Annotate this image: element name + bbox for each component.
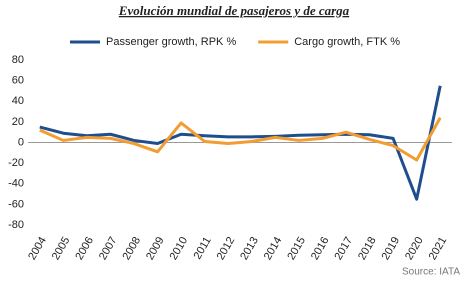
y-tick-label: -80 [8, 219, 24, 231]
x-tick-label: 2013 [238, 235, 261, 262]
x-tick-label: 2021 [427, 235, 450, 262]
x-tick-label: 2009 [144, 235, 167, 262]
y-tick-label: 20 [12, 116, 24, 128]
y-tick-label: 80 [12, 54, 24, 66]
y-tick-label: -20 [8, 157, 24, 169]
y-tick-label: 0 [18, 136, 24, 148]
x-tick-label: 2017 [332, 235, 355, 262]
x-tick-label: 2006 [73, 235, 96, 262]
x-tick-label: 2012 [215, 235, 238, 262]
x-tick-label: 2011 [192, 235, 214, 261]
x-tick-label: 2004 [26, 235, 49, 262]
x-tick-label: 2018 [356, 235, 379, 262]
y-tick-label: 60 [12, 75, 24, 87]
y-tick-label: -40 [8, 178, 24, 190]
x-tick-label: 2010 [168, 235, 191, 262]
source: Source: IATA [402, 267, 460, 278]
x-tick-label: 2007 [97, 235, 120, 262]
series-line [39, 117, 442, 162]
y-tick-label: 40 [12, 95, 24, 107]
y-tick-label: -60 [8, 198, 24, 210]
x-tick-label: 2005 [50, 235, 73, 262]
legend-label: Passenger growth, RPK % [106, 36, 236, 48]
x-tick-label: 2020 [403, 235, 426, 262]
x-tick-label: 2015 [285, 235, 308, 262]
x-tick-label: 2016 [309, 235, 332, 262]
x-tick-label: 2019 [380, 235, 403, 262]
x-tick-label: 2014 [262, 235, 285, 262]
legend-label: Cargo growth, FTK % [294, 36, 400, 48]
series-line [39, 85, 442, 201]
x-tick-label: 2008 [120, 235, 143, 262]
chart-title: Evolución mundial de pasajeros y de carg… [118, 3, 350, 18]
